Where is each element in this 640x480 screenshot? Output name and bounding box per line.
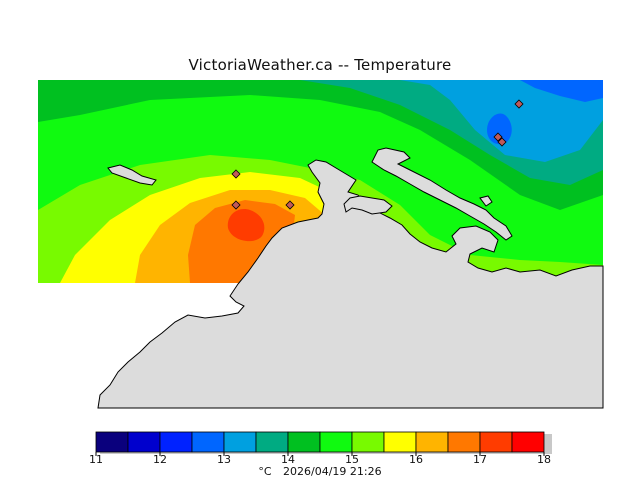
legend-tick-label: 17	[473, 453, 487, 466]
legend-swatch	[415, 431, 449, 453]
legend-swatch	[191, 431, 225, 453]
island-small-1	[343, 195, 393, 215]
land-areas	[97, 147, 604, 409]
station-marker	[285, 200, 295, 210]
legend-swatch	[127, 431, 161, 453]
legend-swatch	[255, 431, 289, 453]
olympic-peninsula	[97, 159, 604, 409]
legend-swatch	[319, 431, 353, 453]
station-marker	[497, 137, 507, 147]
legend-swatch	[95, 431, 129, 453]
station-marker	[493, 132, 503, 142]
legend-swatch	[479, 431, 513, 453]
station-marker	[514, 99, 524, 109]
band-17.5-18	[227, 209, 265, 242]
band-13-13.5	[520, 80, 603, 102]
station-marker	[231, 169, 241, 179]
band-13-13.5-spot	[487, 113, 512, 145]
map-title: VictoriaWeather.ca -- Temperature	[188, 56, 452, 74]
legend-caption: °C 2026/04/19 21:26	[0, 465, 640, 478]
legend-swatch	[159, 431, 193, 453]
legend-swatch	[447, 431, 481, 453]
timestamp-label: 2026/04/19 21:26	[283, 465, 382, 478]
legend-swatch	[223, 431, 257, 453]
station-markers	[231, 99, 524, 210]
unit-label: °C	[258, 465, 272, 478]
legend-swatch	[351, 431, 385, 453]
legend-tick-label: 15	[345, 453, 359, 466]
saanich-peninsula	[371, 147, 513, 241]
legend-swatch	[287, 431, 321, 453]
legend-swatch	[383, 431, 417, 453]
color-legend	[95, 431, 552, 454]
legend-tick-label: 12	[153, 453, 167, 466]
legend-tick-label: 13	[217, 453, 231, 466]
legend-tick-label: 16	[409, 453, 423, 466]
legend-tick-marks	[95, 452, 545, 456]
legend-tick-label: 11	[89, 453, 103, 466]
station-marker	[231, 200, 241, 210]
legend-tick-label: 18	[537, 453, 551, 466]
legend-swatch	[511, 431, 545, 453]
island-west	[107, 164, 157, 186]
island-small-2	[479, 195, 493, 207]
legend-tick-label: 14	[281, 453, 295, 466]
